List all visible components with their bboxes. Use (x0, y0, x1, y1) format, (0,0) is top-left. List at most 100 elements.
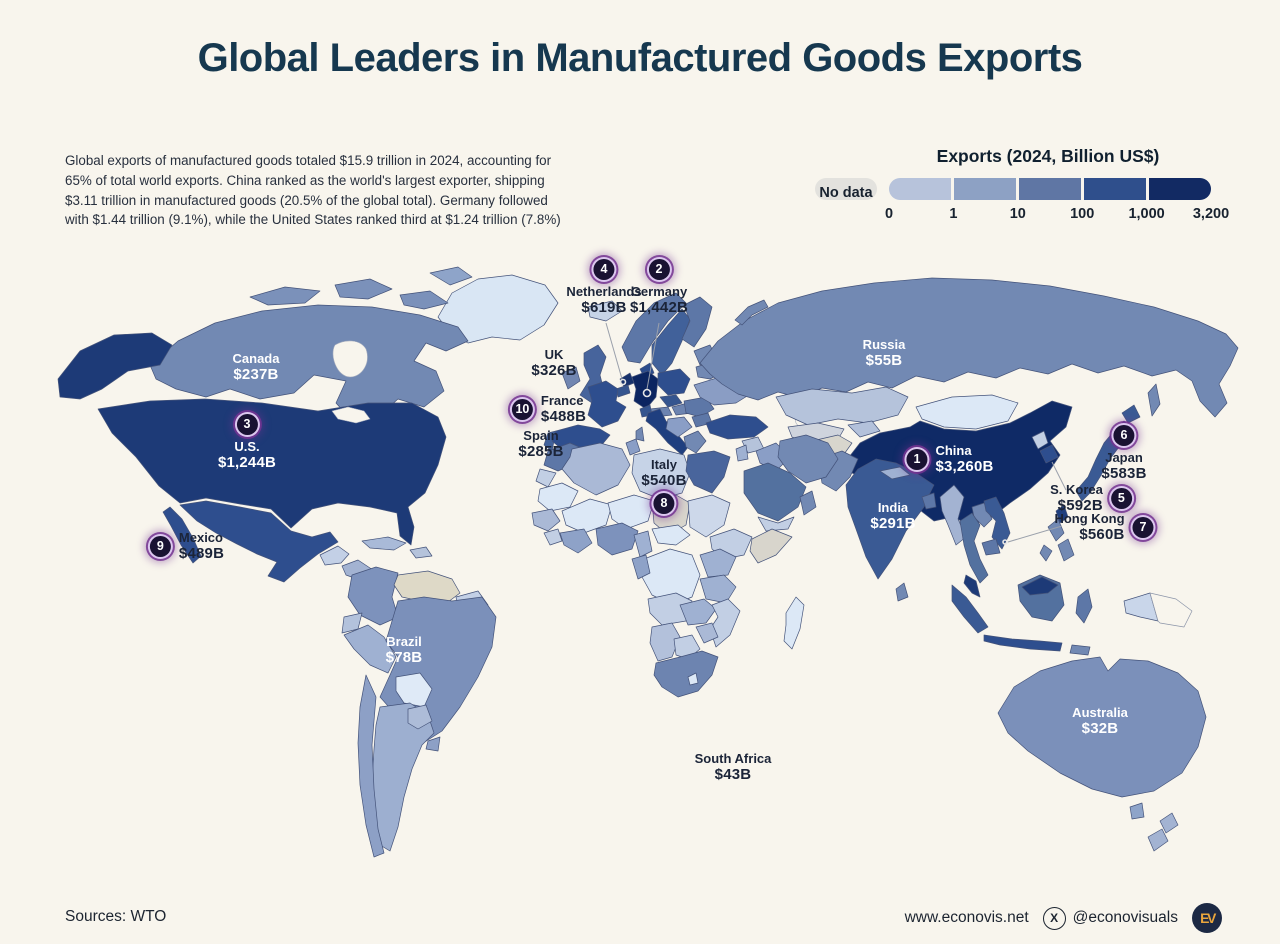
country-turkey (705, 414, 769, 440)
country-libya (631, 448, 691, 500)
country-drc (641, 548, 701, 606)
legend: Exports (2024, Billion US$) No data 0 1 10… (815, 146, 1229, 224)
arctic-island (334, 278, 393, 300)
pin-germany (642, 388, 652, 398)
country-canada (149, 304, 469, 424)
country-south-korea (1039, 444, 1059, 464)
country-cuba (361, 536, 407, 551)
legend-color-segment (1148, 178, 1212, 200)
legend-title: Exports (2024, Billion US$) (936, 146, 1160, 166)
country-belgium (615, 384, 631, 398)
country-nepal (879, 466, 911, 480)
description-line: 65% of total world exports. China ranked… (65, 172, 545, 188)
legend-tick: 1 (949, 206, 958, 222)
legend-scale (815, 178, 1212, 200)
sources-note: Sources: WTO (65, 908, 167, 925)
country-namibia (649, 622, 681, 662)
country-thailand (959, 512, 989, 584)
country-finland (681, 296, 713, 348)
country-indonesia-lesser-sunda (1069, 644, 1091, 656)
country-mali (561, 498, 613, 534)
pin-netherlands (619, 378, 627, 386)
country-uruguay (425, 736, 441, 752)
country-taiwan (1055, 504, 1069, 524)
country-chile (357, 674, 385, 858)
country-angola (647, 592, 693, 626)
country-mozambique (709, 598, 741, 648)
description-line: $3.11 trillion in manufactured goods (20… (65, 192, 548, 208)
country-balkans (665, 416, 693, 438)
arctic-island (399, 290, 449, 310)
country-vietnam (983, 496, 1011, 550)
country-bangladesh (921, 492, 937, 510)
country-czech-slovakia (659, 394, 683, 408)
country-hispaniola (409, 546, 433, 559)
country-sri-lanka (895, 582, 909, 602)
leader-line-germany (646, 322, 660, 390)
country-central-african-rep (651, 524, 691, 546)
country-us (97, 398, 447, 546)
pin-hong-kong (1002, 539, 1008, 545)
country-egypt (685, 450, 731, 494)
country-italy (645, 408, 689, 456)
country-senegal-guinea (531, 508, 561, 532)
legend-no-data-label: No data (819, 185, 873, 201)
leader-line-hong-kong (1007, 525, 1063, 543)
country-zambia (679, 598, 717, 626)
country-gabon-congo (631, 554, 651, 580)
great-lakes (331, 406, 371, 424)
country-indonesia-sumatra (951, 584, 989, 634)
country-india (845, 458, 935, 580)
country-mongolia (915, 394, 1019, 430)
country-cameroon (633, 530, 653, 558)
country-kyrgyzstan-tajikistan (847, 420, 881, 438)
country-us-alaska (57, 332, 173, 400)
novaya-zemlya (734, 299, 769, 326)
country-new-zealand (1147, 828, 1169, 852)
description-line: Global exports of manufactured goods tot… (65, 153, 552, 168)
country-sardinia (635, 426, 645, 442)
country-japan-hokkaido (1121, 404, 1141, 424)
country-lesotho (687, 672, 699, 686)
country-ireland (561, 366, 581, 390)
country-norway (621, 292, 687, 364)
country-australia (997, 656, 1207, 798)
country-cambodia (981, 538, 1001, 556)
central-america (319, 545, 350, 566)
country-south-africa (653, 650, 719, 698)
country-yemen (757, 516, 795, 532)
country-mauritania (537, 482, 579, 512)
country-kazakhstan (775, 386, 909, 426)
country-sweden (651, 308, 691, 376)
legend-tick: 1,000 (1128, 206, 1165, 222)
legend-tick: 100 (1070, 206, 1095, 222)
legend-no-data-swatch (815, 178, 877, 200)
country-paraguay (407, 704, 433, 730)
world-map (57, 266, 1239, 858)
hudson-bay (332, 340, 368, 378)
page-title: Global Leaders in Manufactured Goods Exp… (197, 36, 1083, 80)
country-greece (683, 430, 707, 454)
legend-color-segment (1018, 178, 1082, 200)
country-philippines (1039, 544, 1053, 562)
footer-links: www.econovis.net X @econovisuals EV (905, 903, 1222, 933)
social-handle: @econovisuals (1072, 909, 1178, 926)
country-algeria (561, 442, 631, 496)
leader-line-netherlands (605, 322, 623, 380)
country-sierra-liberia (543, 528, 563, 546)
country-indonesia-sulawesi (1075, 588, 1093, 624)
country-malaysia-borneo (1021, 576, 1059, 596)
country-nigeria (595, 522, 639, 556)
description-line: with $1.44 trillion (9.1%), while the Un… (65, 212, 561, 228)
country-poland (657, 368, 691, 396)
econovisuals-logo: EV (1192, 903, 1222, 933)
arctic-island (429, 266, 473, 286)
country-new-zealand (1159, 812, 1179, 834)
website-url: www.econovis.net (904, 909, 1029, 926)
legend-color-segment (953, 178, 1017, 200)
legend-tick: 3,200 (1192, 206, 1230, 222)
country-iran (777, 434, 839, 484)
legend-color-bar (889, 178, 1212, 200)
country-saudi-arabia (743, 462, 807, 522)
